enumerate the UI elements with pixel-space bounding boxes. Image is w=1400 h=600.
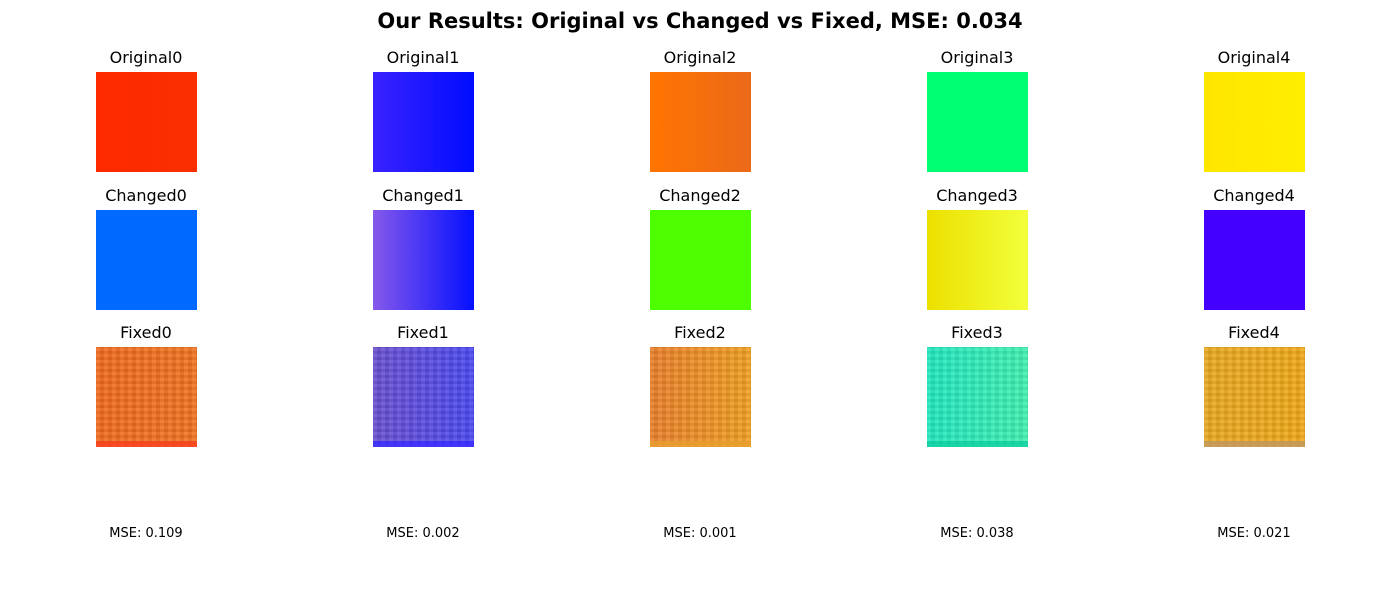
figure-title: Our Results: Original vs Changed vs Fixe… [377,9,1023,33]
fixed-swatch [650,347,751,447]
fixed-texture [650,347,751,447]
changed-swatch [650,210,751,310]
original-title: Original3 [940,48,1014,67]
mse-label: MSE: 0.002 [386,526,460,541]
original-title: Original4 [1217,48,1291,67]
changed-title: Changed3 [936,186,1018,205]
original-swatch [650,72,751,172]
original-title: Original2 [663,48,737,67]
original-title: Original1 [386,48,460,67]
fixed-swatch [927,347,1028,447]
fixed-title: Fixed4 [1228,323,1280,342]
mse-label: MSE: 0.001 [663,526,737,541]
fixed-swatch [373,347,474,447]
fixed-texture [373,347,474,447]
original-swatch [1204,72,1305,172]
fixed-edge [96,441,197,447]
original-swatch [373,72,474,172]
result-column-0: Original0 Changed0 Fixed0 MSE: 0.109 [56,0,236,600]
fixed-edge [927,441,1028,447]
changed-title: Changed4 [1213,186,1295,205]
fixed-texture [96,347,197,447]
result-column-3: Original3 Changed3 Fixed3 MSE: 0.038 [887,0,1067,600]
fixed-edge [650,441,751,447]
changed-title: Changed0 [105,186,187,205]
result-column-1: Original1 Changed1 Fixed1 MSE: 0.002 [333,0,513,600]
fixed-title: Fixed1 [397,323,449,342]
fixed-swatch [1204,347,1305,447]
fixed-swatch [96,347,197,447]
mse-label: MSE: 0.021 [1217,526,1291,541]
fixed-edge [1204,441,1305,447]
changed-title: Changed2 [659,186,741,205]
fixed-edge [373,441,474,447]
mse-label: MSE: 0.038 [940,526,1014,541]
mse-label: MSE: 0.109 [109,526,183,541]
fixed-texture [1204,347,1305,447]
changed-title: Changed1 [382,186,464,205]
fixed-texture [927,347,1028,447]
fixed-title: Fixed3 [951,323,1003,342]
changed-swatch [927,210,1028,310]
changed-swatch [96,210,197,310]
result-column-2: Original2 Changed2 Fixed2 MSE: 0.001 [610,0,790,600]
original-title: Original0 [109,48,183,67]
changed-swatch [1204,210,1305,310]
fixed-title: Fixed0 [120,323,172,342]
changed-swatch [373,210,474,310]
original-swatch [927,72,1028,172]
result-column-4: Original4 Changed4 Fixed4 MSE: 0.021 [1164,0,1344,600]
original-swatch [96,72,197,172]
fixed-title: Fixed2 [674,323,726,342]
